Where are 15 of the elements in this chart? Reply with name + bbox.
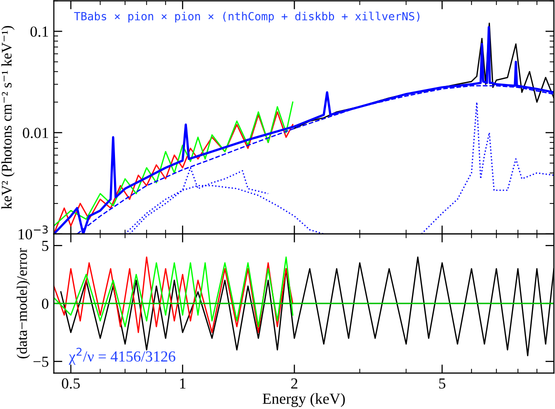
y-tick-label: 0 [42,298,48,309]
y-tick-label: −5 [33,356,48,367]
y-tick-label: 10$^{−3}$ [18,225,48,240]
y-tick-label: 0.01 [22,128,48,138]
y-axis-title: (data−model)/error [16,248,30,358]
x-tick-label: 5 [439,378,446,389]
y-tick-label: 0.1 [30,26,48,37]
annotation: TBabs × pion × pion × (nthComp + diskbb + xillverNS) [74,12,420,23]
annotation: χ$^{2}$/ν = 4156/3126 [68,348,176,365]
x-axis-title: Energy (keV) [262,393,345,408]
x-tick-label: 2 [291,378,298,388]
y-axis-title: keV² (Photons cm⁻² s⁻¹ keV⁻¹) [1,26,15,210]
x-tick-label: 0.5 [62,378,80,389]
x-tick-label: 1 [180,378,186,388]
y-tick-label: 5 [42,240,48,251]
